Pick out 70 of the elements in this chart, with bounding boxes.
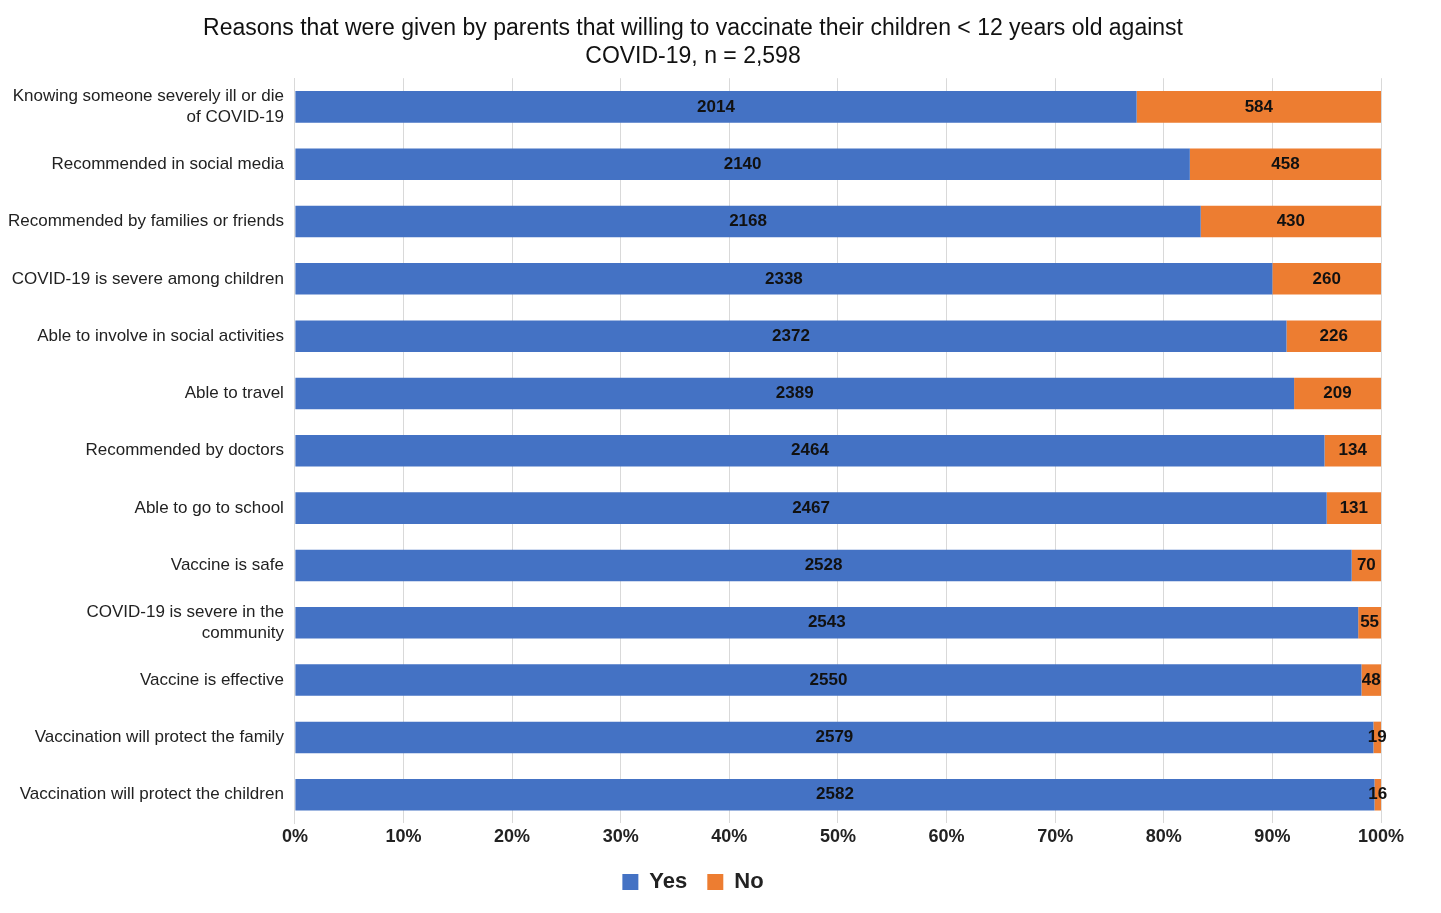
annotation: 2579 [815,727,854,747]
annotation: 260 [1312,268,1341,288]
annotation: 458 [1271,153,1300,173]
annotation: 55 [1360,612,1380,632]
chart-title: Reasons that were given by parents that willing to vaccinate their children < 12 years old against COVID-19, n = 2,598 [203,14,1184,68]
y-tick-label: Recommended by families or friends [7,211,284,231]
y-tick-label: Recommended by doctors [85,440,284,460]
bar [1272,263,1381,295]
annotation: 2372 [772,325,810,345]
annotation: 2464 [791,440,830,460]
annotation: 226 [1319,325,1348,345]
annotation: 2338 [764,268,803,288]
annotation: 134 [1338,440,1368,460]
x-tick-label: 80% [1145,826,1182,847]
annotation: 2543 [807,612,846,632]
annotation: 16 [1368,784,1388,804]
bar [295,148,1190,180]
x-tick-label: 20% [494,826,531,847]
bar [1200,205,1381,238]
annotation: 2528 [804,555,843,575]
annotation: 2014 [697,96,736,116]
y-tick-label: Vaccination will protect the children [19,784,284,804]
bar [295,492,1327,524]
x-tick-label: 40% [711,826,748,847]
bar [295,549,1352,582]
bar [1189,148,1381,180]
y-tick-label: COVID-19 is severe among children [11,268,284,288]
bar [295,664,1362,696]
bar [1136,91,1381,123]
x-tick-label: 70% [1037,826,1074,847]
bar [295,320,1287,352]
annotation: 19 [1367,727,1387,747]
y-tick-label: Knowing someone severely ill or die of COVID-19 [12,86,284,126]
y-tick-label: Vaccine is effective [139,669,284,689]
bar [295,263,1273,295]
annotation: 48 [1361,669,1381,689]
y-tick-label: Vaccination will protect the family [34,727,285,747]
legend-label: No [734,868,764,894]
annotation: 70 [1356,555,1376,575]
y-tick-label: Able to involve in social activities [37,325,284,345]
y-tick-label: Able to go to school [134,497,284,517]
y-tick-label: Recommended in social media [51,153,285,173]
annotation: 2389 [775,383,814,403]
annotation: 209 [1323,383,1352,403]
y-tick-label: Able to travel [184,383,284,403]
annotation: 2582 [816,784,854,804]
x-tick-label: 90% [1254,826,1291,847]
bar [295,435,1325,467]
bar [1286,320,1381,352]
bar [295,607,1359,639]
bar [295,377,1295,410]
x-tick-label: 0% [281,826,308,847]
annotation: 430 [1276,211,1306,231]
annotation: 584 [1244,96,1274,116]
annotation: 2550 [809,669,848,689]
x-tick-label: 10% [385,826,422,847]
bar [1294,377,1381,410]
bar [295,205,1201,238]
legend-label: Yes [649,868,688,894]
y-tick-label: Vaccine is safe [170,555,284,575]
x-tick-label: 100% [1357,826,1405,847]
annotation: 2168 [729,211,767,231]
x-tick-label: 30% [602,826,639,847]
x-tick-label: 60% [928,826,965,847]
x-tick-label: 50% [819,826,856,847]
bar [295,91,1137,123]
annotation: 131 [1339,497,1369,517]
y-tick-label: COVID-19 is severe in the community [86,602,285,642]
annotation: 2467 [792,497,830,517]
annotation: 2140 [723,153,762,173]
